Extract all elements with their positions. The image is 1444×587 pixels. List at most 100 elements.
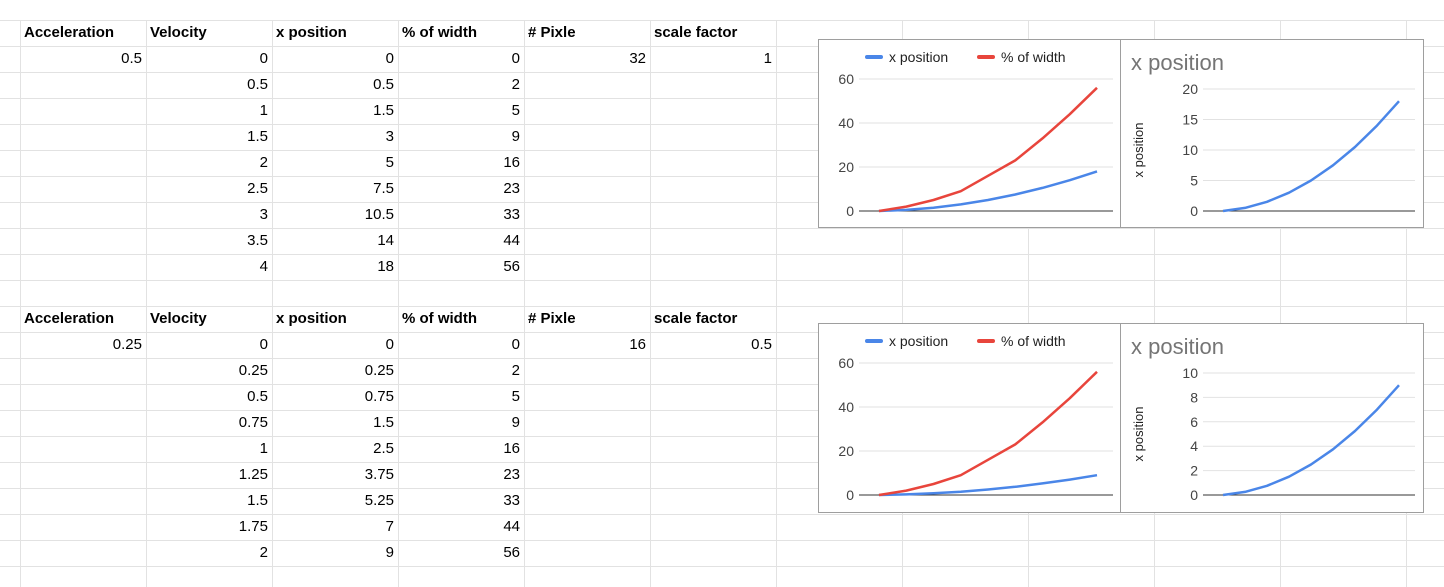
acceleration-cell[interactable]: 0.5: [121, 50, 142, 67]
percent-width-cell[interactable]: 33: [503, 206, 520, 223]
velocity-cell[interactable]: 0: [259, 336, 268, 353]
velocity-cell[interactable]: 2: [259, 544, 268, 561]
x-position-cell[interactable]: 3.75: [364, 466, 394, 483]
column-header-cell[interactable]: Acceleration: [24, 24, 115, 41]
velocity-cell[interactable]: 1.75: [238, 518, 268, 535]
x-position-cell[interactable]: 5: [385, 154, 394, 171]
percent-width-cell[interactable]: 23: [503, 180, 520, 197]
percent-width-cell[interactable]: 16: [503, 154, 520, 171]
y-tick-label: 60: [838, 355, 854, 371]
column-header-cell[interactable]: # Pixle: [528, 24, 576, 41]
velocity-cell[interactable]: 0: [259, 50, 268, 67]
percent-width-cell[interactable]: 44: [503, 518, 520, 535]
x-position-cell[interactable]: 5.25: [364, 492, 394, 509]
percent-width-cell[interactable]: 33: [503, 492, 520, 509]
percent-width-cell[interactable]: 44: [503, 232, 520, 249]
x-position-cell[interactable]: 7.5: [373, 180, 394, 197]
chart-title: x position: [1131, 334, 1224, 359]
x-position-line-chart[interactable]: 0 2 4 6 8 10 x position x position: [1120, 323, 1424, 513]
column-header-cell[interactable]: scale factor: [654, 310, 738, 327]
combined-line-chart[interactable]: 0 20 40 60 x position % of width: [818, 323, 1121, 513]
y-tick-label: 2: [1190, 463, 1198, 479]
percent-width-cell[interactable]: 5: [511, 102, 520, 119]
x-position-cell[interactable]: 10.5: [364, 206, 394, 223]
series-line: [878, 370, 1098, 497]
velocity-cell[interactable]: 1: [259, 102, 268, 119]
percent-width-cell[interactable]: 0: [511, 50, 520, 67]
acceleration-cell[interactable]: 0.25: [112, 336, 142, 353]
y-tick-label: 15: [1182, 112, 1198, 128]
velocity-cell[interactable]: 1.25: [238, 466, 268, 483]
legend-label: % of width: [1001, 333, 1066, 349]
chart-svg: 0 2 4 6 8 10 x position x position: [1131, 334, 1415, 503]
velocity-cell[interactable]: 1.5: [247, 492, 268, 509]
column-header-cell[interactable]: % of width: [402, 24, 477, 41]
velocity-cell[interactable]: 3.5: [247, 232, 268, 249]
y-tick-label: 20: [1182, 81, 1198, 97]
velocity-cell[interactable]: 4: [259, 258, 268, 275]
x-position-cell[interactable]: 0: [385, 50, 394, 67]
scale-factor-cell[interactable]: 1: [763, 50, 772, 67]
velocity-cell[interactable]: 0.75: [238, 414, 268, 431]
pixels-cell[interactable]: 16: [629, 336, 646, 353]
column-header-cell[interactable]: Acceleration: [24, 310, 115, 327]
column-header-cell[interactable]: Velocity: [150, 24, 207, 41]
x-position-cell[interactable]: 3: [385, 128, 394, 145]
velocity-cell[interactable]: 2: [259, 154, 268, 171]
x-position-cell[interactable]: 0.25: [364, 362, 394, 379]
x-position-cell[interactable]: 1.5: [373, 414, 394, 431]
x-position-cell[interactable]: 18: [377, 258, 394, 275]
series-line: [1222, 384, 1400, 497]
y-tick-label: 10: [1182, 142, 1198, 158]
velocity-cell[interactable]: 0.5: [247, 388, 268, 405]
percent-width-cell[interactable]: 16: [503, 440, 520, 457]
percent-width-cell[interactable]: 5: [511, 388, 520, 405]
percent-width-cell[interactable]: 2: [511, 76, 520, 93]
x-position-cell[interactable]: 14: [377, 232, 394, 249]
y-tick-label: 4: [1190, 438, 1198, 454]
percent-width-cell[interactable]: 9: [511, 128, 520, 145]
scale-factor-cell[interactable]: 0.5: [751, 336, 772, 353]
legend-label: % of width: [1001, 49, 1066, 65]
y-tick-label: 10: [1182, 365, 1198, 381]
velocity-cell[interactable]: 0.25: [238, 362, 268, 379]
percent-width-cell[interactable]: 23: [503, 466, 520, 483]
velocity-cell[interactable]: 1.5: [247, 128, 268, 145]
x-position-cell[interactable]: 1.5: [373, 102, 394, 119]
velocity-cell[interactable]: 2.5: [247, 180, 268, 197]
combined-line-chart[interactable]: 0 20 40 60 x position % of width: [818, 39, 1121, 228]
percent-width-cell[interactable]: 0: [511, 336, 520, 353]
x-position-cell[interactable]: 9: [385, 544, 394, 561]
percent-width-cell[interactable]: 9: [511, 414, 520, 431]
velocity-cell[interactable]: 1: [259, 440, 268, 457]
pixels-cell[interactable]: 32: [629, 50, 646, 67]
series-line: [878, 170, 1098, 213]
series-line: [1222, 100, 1400, 213]
chart-title: x position: [1131, 50, 1224, 75]
y-tick-label: 8: [1190, 389, 1198, 405]
velocity-cell[interactable]: 3: [259, 206, 268, 223]
y-tick-label: 40: [838, 399, 854, 415]
x-position-cell[interactable]: 7: [385, 518, 394, 535]
velocity-cell[interactable]: 0.5: [247, 76, 268, 93]
percent-width-cell[interactable]: 56: [503, 544, 520, 561]
y-tick-label: 0: [1190, 203, 1198, 219]
x-position-cell[interactable]: 0: [385, 336, 394, 353]
column-header-cell[interactable]: % of width: [402, 310, 477, 327]
percent-width-cell[interactable]: 56: [503, 258, 520, 275]
legend-label: x position: [889, 49, 948, 65]
x-position-cell[interactable]: 0.75: [364, 388, 394, 405]
y-tick-label: 20: [838, 443, 854, 459]
column-header-cell[interactable]: # Pixle: [528, 310, 576, 327]
x-position-cell[interactable]: 0.5: [373, 76, 394, 93]
y-tick-label: 20: [838, 159, 854, 175]
y-tick-label: 6: [1190, 414, 1198, 430]
column-header-cell[interactable]: Velocity: [150, 310, 207, 327]
x-position-line-chart[interactable]: 0 5 10 15 20 x position x position: [1120, 39, 1424, 228]
x-position-cell[interactable]: 2.5: [373, 440, 394, 457]
y-axis-label: x position: [1131, 123, 1146, 178]
column-header-cell[interactable]: x position: [276, 24, 347, 41]
column-header-cell[interactable]: scale factor: [654, 24, 738, 41]
column-header-cell[interactable]: x position: [276, 310, 347, 327]
percent-width-cell[interactable]: 2: [511, 362, 520, 379]
